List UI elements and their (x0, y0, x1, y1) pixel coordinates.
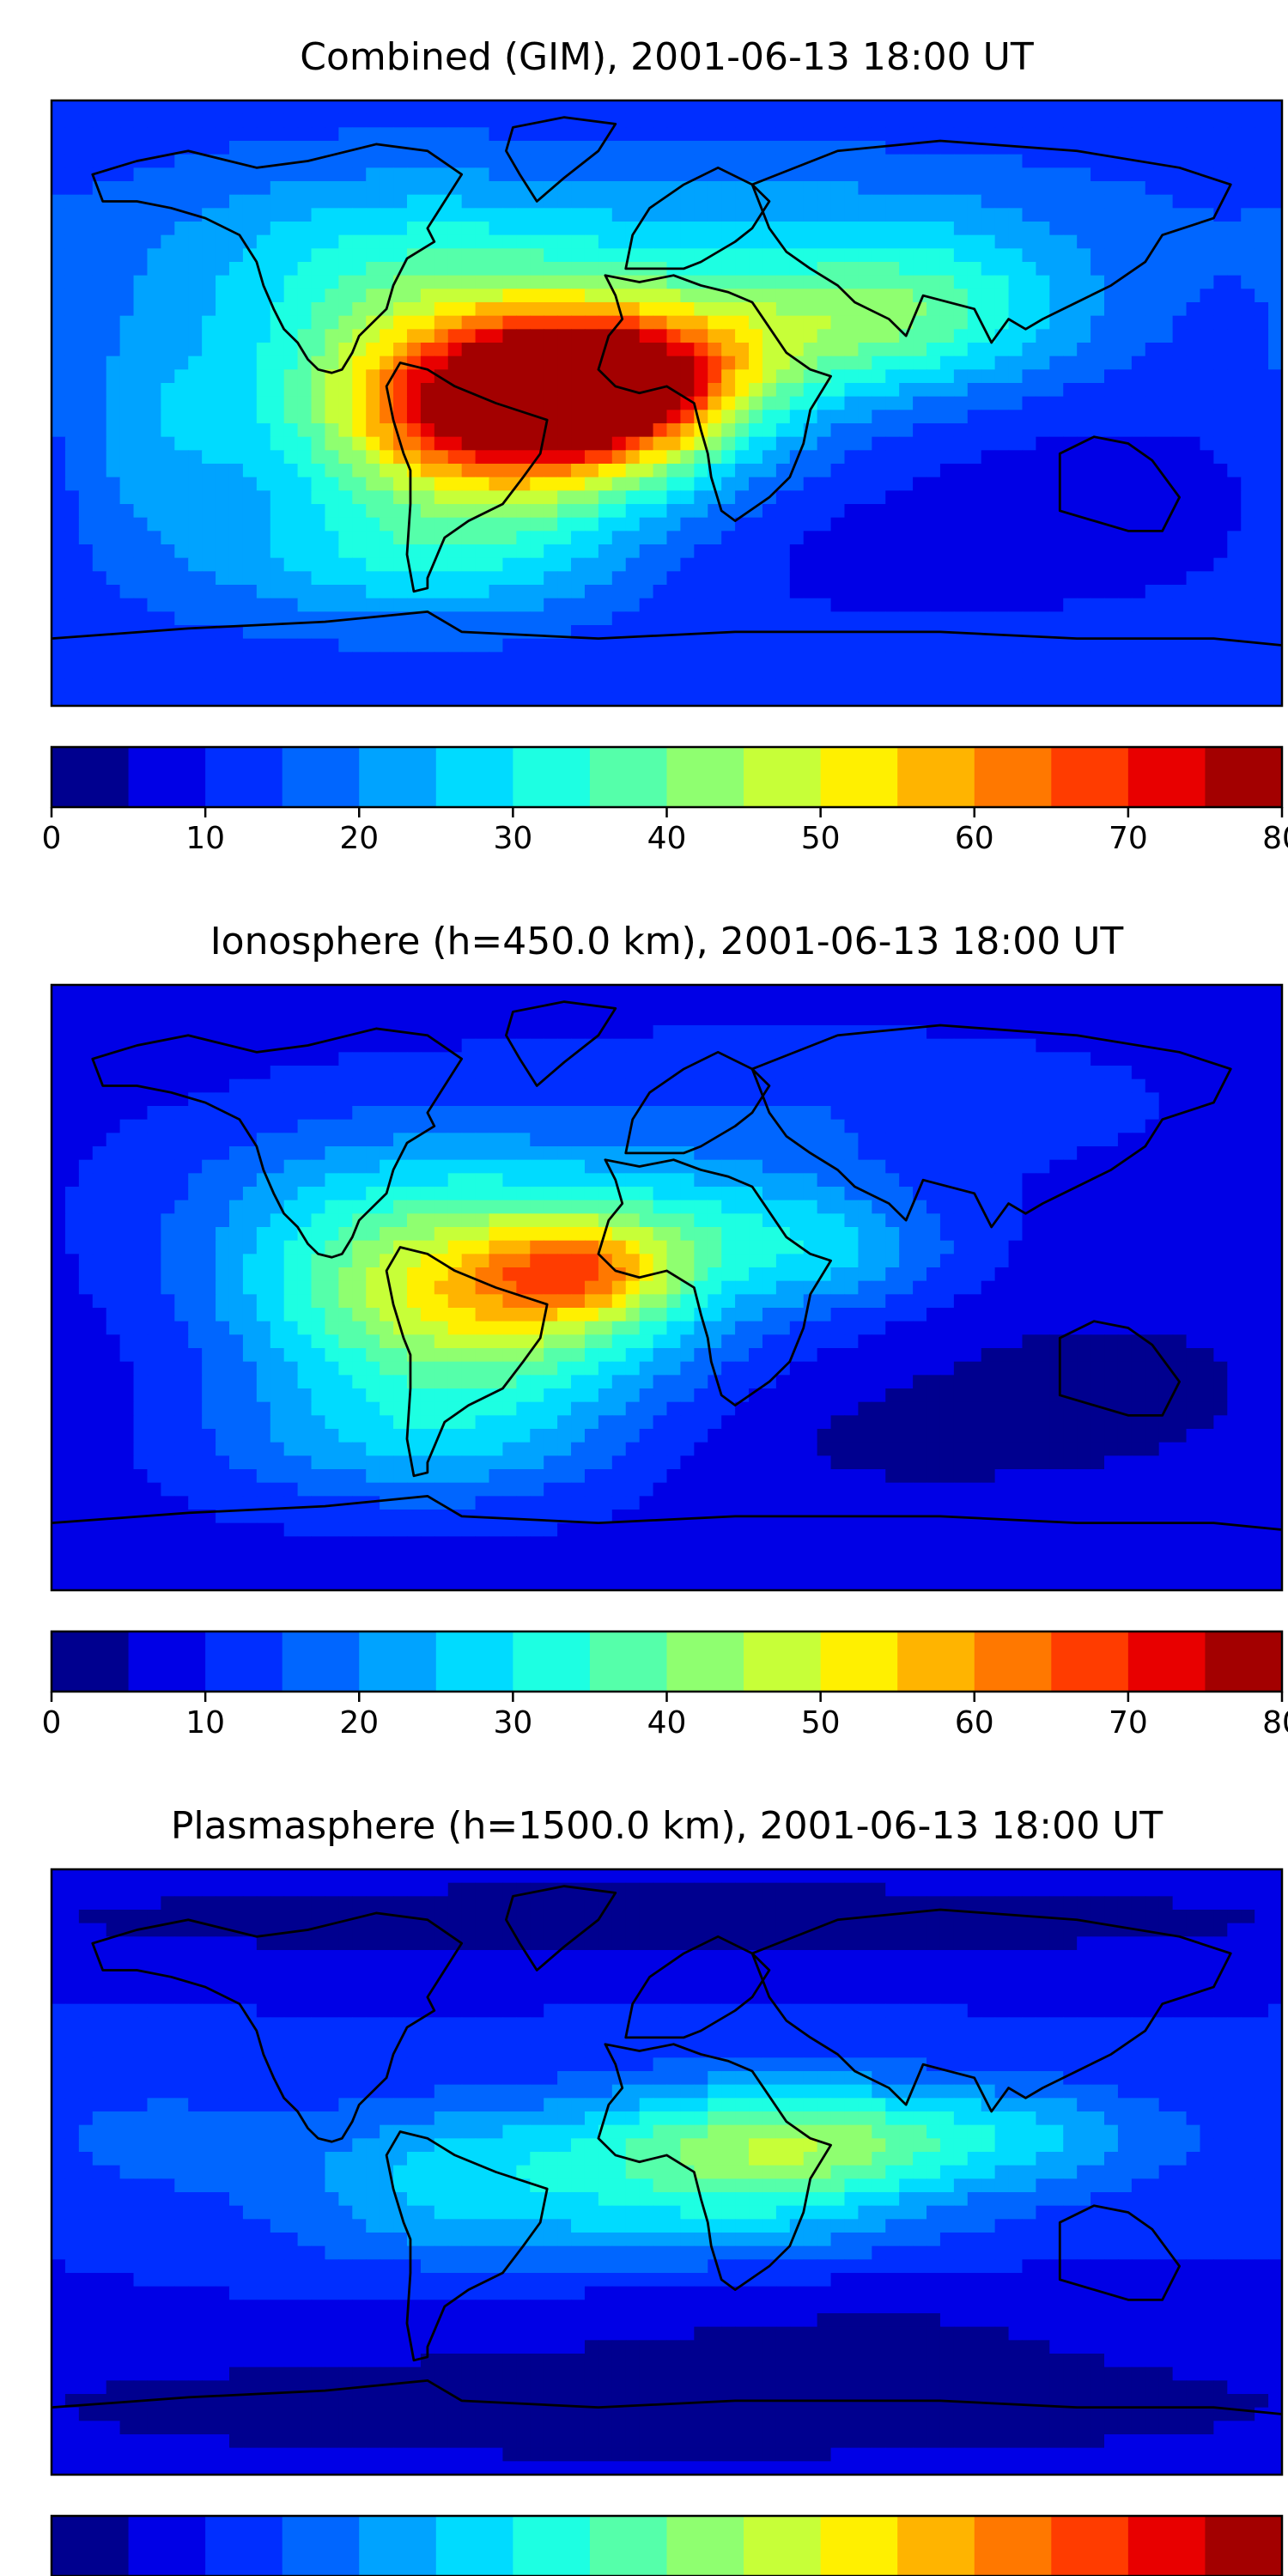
colorbar-segment (513, 747, 591, 807)
colorbar-segment (282, 1631, 360, 1692)
colorbar-tick-label: 70 (1109, 1705, 1148, 1741)
colorbar: 0 10 20 30 40 50 60 70 80 (42, 745, 1288, 856)
contour-field (52, 100, 1283, 707)
colorbar-segment (128, 2516, 206, 2576)
colorbar-segment (974, 747, 1052, 807)
chart-title: Combined (GIM), 2001-06-13 18:00 UT (300, 35, 1034, 79)
colorbar-segment (52, 1631, 130, 1692)
colorbar: 0 10 20 30 40 50 60 70 80 (42, 1630, 1288, 1741)
colorbar-tick-label: 50 (801, 821, 841, 856)
colorbar-segment (1127, 1631, 1206, 1692)
colorbar-segment (1205, 1631, 1283, 1692)
colorbar-tick-label: 60 (955, 1705, 994, 1741)
chart-title: Plasmasphere (h=1500.0 km), 2001-06-13 1… (171, 1804, 1163, 1848)
chart-panel-2: Ionosphere (h=450.0 km), 2001-06-13 18:0… (42, 920, 1288, 1741)
chart-title: Ionosphere (h=450.0 km), 2001-06-13 18:0… (210, 920, 1124, 963)
colorbar-segment (589, 1631, 667, 1692)
colorbar-tick-label: 60 (955, 821, 994, 856)
colorbar-segment (128, 1631, 206, 1692)
colorbar-tick-label: 40 (647, 1705, 687, 1741)
colorbar-segment (666, 2516, 744, 2576)
colorbar-tick-label: 30 (493, 821, 532, 856)
colorbar-segment (589, 2516, 667, 2576)
colorbar-segment (359, 1631, 437, 1692)
colorbar-segment (282, 747, 360, 807)
colorbar-segment (205, 2516, 283, 2576)
colorbar-tick-label: 20 (339, 821, 379, 856)
colorbar-segment (744, 2516, 822, 2576)
colorbar-tick-label: 80 (1262, 821, 1288, 856)
chart-panel-1: Combined (GIM), 2001-06-13 18:00 UT 0 10 20… (42, 35, 1288, 856)
colorbar-segment (1051, 2516, 1129, 2576)
colorbar-segment (897, 2516, 975, 2576)
colorbar-segment (820, 747, 898, 807)
colorbar-segment (205, 747, 283, 807)
colorbar-segment (744, 747, 822, 807)
colorbar-segment (897, 747, 975, 807)
colorbar-segment (128, 747, 206, 807)
colorbar-tick-label: 10 (185, 821, 225, 856)
colorbar-segment (52, 747, 130, 807)
colorbar-tick-label: 80 (1262, 1705, 1288, 1741)
contour-field (52, 1869, 1283, 2476)
map-frame (50, 983, 1284, 1592)
colorbar-segment (1051, 1631, 1129, 1692)
colorbar-segment (359, 747, 437, 807)
colorbar-segment (1205, 747, 1283, 807)
colorbar-segment (435, 1631, 513, 1692)
colorbar-segment (820, 2516, 898, 2576)
map-frame (50, 1868, 1284, 2476)
colorbar-segment (1205, 2516, 1283, 2576)
colorbar-tick-label: 70 (1109, 821, 1148, 856)
colorbar-tick-label: 20 (339, 1705, 379, 1741)
colorbar-segment (1051, 747, 1129, 807)
colorbar-segment (744, 1631, 822, 1692)
colorbar-segment (1127, 2516, 1206, 2576)
colorbar-segment (974, 1631, 1052, 1692)
colorbar-segment (513, 1631, 591, 1692)
colorbar-tick-label: 0 (42, 821, 62, 856)
colorbar-tick-label: 30 (493, 1705, 532, 1741)
colorbar-segment (897, 1631, 975, 1692)
colorbar-tick-label: 40 (647, 821, 687, 856)
colorbar-segment (589, 747, 667, 807)
colorbar-segment (666, 747, 744, 807)
colorbar-segment (513, 2516, 591, 2576)
colorbar-segment (52, 2516, 130, 2576)
colorbar-segment (282, 2516, 360, 2576)
colorbar-segment (820, 1631, 898, 1692)
colorbar-tick-label: 10 (185, 1705, 225, 1741)
colorbar-segment (435, 2516, 513, 2576)
colorbar-frame (50, 2514, 1284, 2576)
colorbar-segment (359, 2516, 437, 2576)
map-frame (50, 99, 1284, 708)
colorbar-segment (1127, 747, 1206, 807)
chart-panel-3: Plasmasphere (h=1500.0 km), 2001-06-13 1… (50, 1804, 1284, 2576)
colorbar: 0510152025303540 (50, 2514, 1284, 2576)
contour-field (52, 985, 1283, 1591)
colorbar-segment (666, 1631, 744, 1692)
colorbar-tick-label: 50 (801, 1705, 841, 1741)
colorbar-tick-label: 0 (42, 1705, 62, 1741)
colorbar-segment (974, 2516, 1052, 2576)
colorbar-segment (205, 1631, 283, 1692)
colorbar-segment (435, 747, 513, 807)
